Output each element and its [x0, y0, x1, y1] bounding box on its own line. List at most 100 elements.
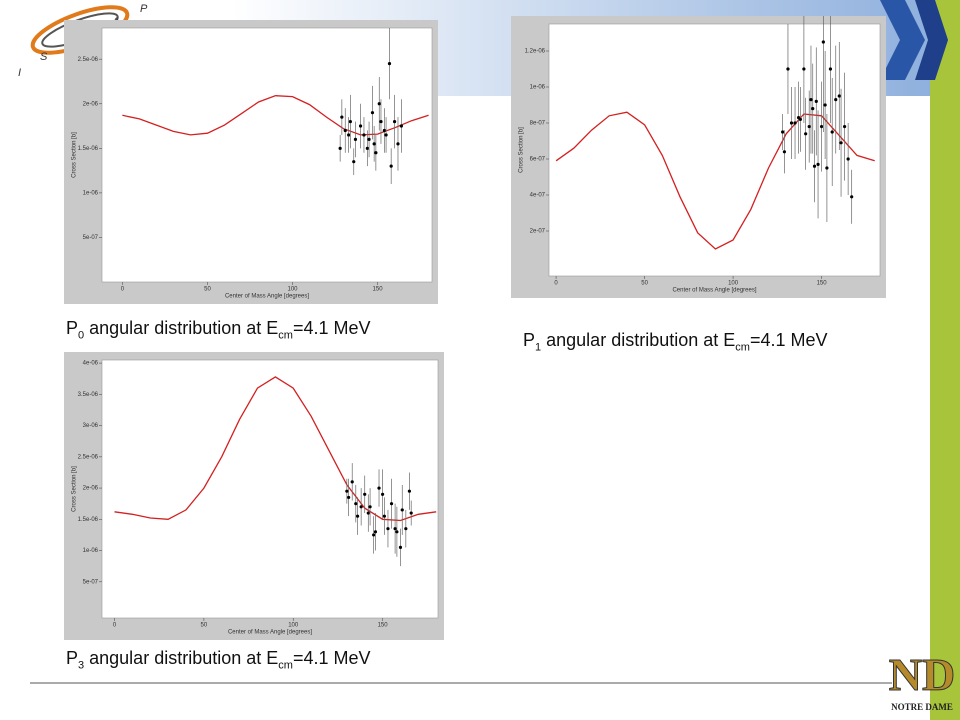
y-tick-label: 1e-06 — [83, 190, 99, 196]
data-point — [366, 511, 370, 515]
brand: NOTRE DAME — [891, 702, 953, 712]
logo-letter: S — [40, 51, 48, 63]
data-point — [807, 125, 811, 129]
data-point — [350, 480, 354, 484]
y-tick-label: 1.2e-06 — [525, 49, 546, 55]
data-point — [389, 164, 393, 168]
caption-part: 1 — [535, 341, 542, 354]
side-bar — [930, 0, 960, 720]
data-point — [802, 67, 806, 71]
y-tick-label: 2.5e-06 — [78, 57, 99, 63]
chevron — [880, 0, 925, 80]
x-tick-label: 50 — [641, 281, 648, 287]
plot-image: 0 50 100 150 5e-07 1e-06 1.5e-06 2e-06 2.5e-06 Ce… — [64, 20, 438, 304]
data-point — [823, 103, 827, 107]
y-axis-title: Cross Section [b] — [72, 132, 78, 178]
caption-part: cm — [278, 659, 293, 672]
x-tick-label: 50 — [204, 287, 211, 293]
data-point — [372, 533, 376, 537]
data-point — [789, 121, 794, 125]
data-point — [384, 133, 388, 137]
data-point — [814, 99, 818, 103]
data-point — [386, 527, 390, 531]
y-tick-label: 1.5e-06 — [78, 517, 99, 523]
data-point — [352, 160, 356, 164]
x-axis-title: Center of Mass Angle [degrees] — [228, 630, 312, 636]
data-point — [404, 527, 408, 531]
x-tick-label: 100 — [288, 287, 299, 293]
data-point — [399, 124, 403, 128]
data-point — [353, 137, 358, 142]
data-point — [821, 40, 825, 44]
caption-part: cm — [278, 329, 293, 342]
y-axis-title: Cross Section [b] — [519, 127, 525, 173]
data-point — [407, 489, 412, 493]
caption-part: =4.1 MeV — [292, 318, 371, 338]
y-tick-label: 2e-06 — [83, 486, 99, 492]
data-point — [358, 124, 363, 128]
data-point — [355, 514, 360, 518]
logo-letter: I — [18, 67, 21, 79]
x-tick-label: 150 — [817, 281, 828, 287]
y-tick-label: 2e-06 — [83, 101, 99, 107]
x-axis-title: Center of Mass Angle [degrees] — [672, 288, 756, 294]
data-point — [828, 67, 833, 71]
y-tick-label: 3.5e-06 — [78, 392, 99, 398]
x-tick-label: 100 — [728, 281, 739, 287]
data-point — [374, 151, 378, 155]
data-point — [793, 121, 797, 125]
caption-part: =4.1 MeV — [292, 648, 371, 668]
data-point — [786, 67, 790, 71]
y-tick-label: 1e-06 — [530, 85, 546, 91]
data-point — [811, 107, 815, 111]
data-point — [825, 166, 829, 170]
data-point — [377, 102, 381, 106]
caption-part: 3 — [78, 659, 85, 672]
data-point — [804, 132, 808, 136]
y-tick-label: 3e-06 — [83, 423, 99, 429]
data-point — [812, 164, 817, 168]
caption-part: angular distribution at E — [541, 330, 736, 350]
data-point — [343, 128, 347, 133]
y-axis-title: Cross Section [b] — [72, 466, 78, 512]
data-point — [816, 162, 820, 166]
data-point — [347, 495, 351, 500]
caption: P3 angular distribution at Ecm=4.1 MeV — [66, 648, 370, 672]
data-point — [782, 150, 787, 154]
data-point — [362, 133, 366, 137]
x-tick-label: 100 — [288, 623, 299, 629]
data-point — [379, 119, 383, 124]
data-point — [347, 133, 351, 137]
data-point — [387, 62, 392, 66]
data-point — [850, 195, 854, 199]
nd-monogram: ND — [889, 649, 955, 700]
x-tick-label: 0 — [554, 281, 558, 287]
data-point — [382, 128, 386, 133]
caption-part: P — [523, 330, 536, 350]
caption-part: P — [66, 648, 79, 668]
data-point — [359, 505, 363, 509]
fit-curve — [122, 95, 429, 136]
x-tick-label: 0 — [121, 287, 125, 293]
caption-part: cm — [735, 341, 750, 354]
data-point — [370, 111, 375, 115]
data-point — [781, 130, 785, 134]
data-point — [842, 125, 847, 129]
y-tick-label: 6e-07 — [530, 157, 546, 163]
plot-area — [101, 359, 439, 619]
data-point — [392, 119, 397, 124]
fit-curve — [114, 376, 437, 522]
data-point — [830, 130, 834, 134]
y-tick-label: 2e-07 — [530, 229, 546, 235]
data-point — [834, 98, 838, 102]
caption-part: angular distribution at E — [84, 648, 279, 668]
data-point — [398, 545, 403, 550]
y-tick-label: 5e-07 — [83, 579, 99, 585]
data-point — [348, 119, 352, 124]
data-point — [819, 125, 824, 129]
data-point — [382, 514, 386, 518]
y-tick-label: 2.5e-06 — [78, 454, 99, 460]
data-point — [837, 94, 841, 98]
data-point — [372, 142, 376, 146]
